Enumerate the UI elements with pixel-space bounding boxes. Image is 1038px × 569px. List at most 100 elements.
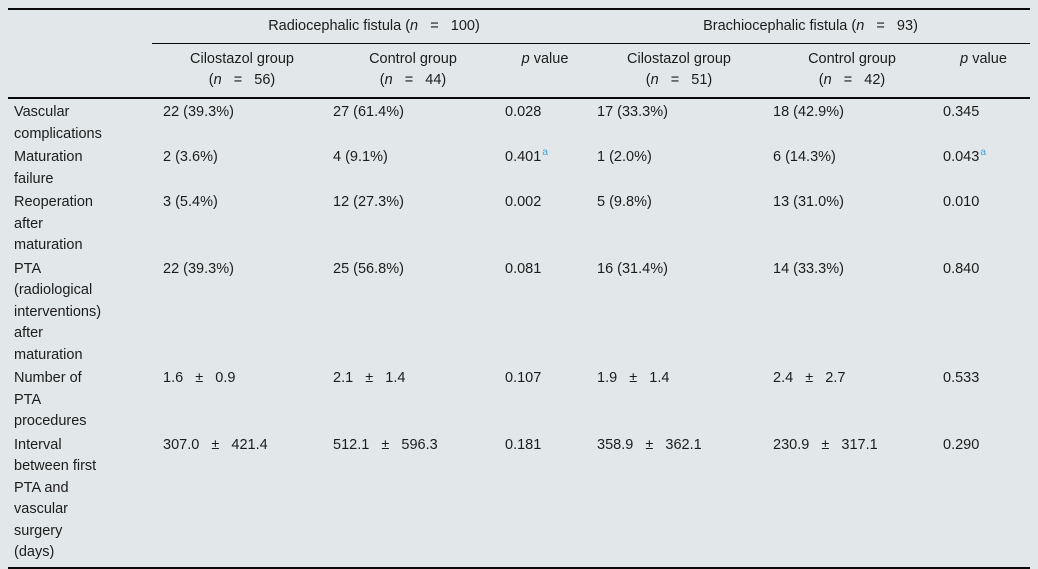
cell-pvalue-bc: 0.533 xyxy=(937,368,1030,390)
p-value: 0.010 xyxy=(943,194,980,210)
header-pvalue-rc: p value xyxy=(499,49,591,91)
empty-header-cell xyxy=(8,49,157,91)
row-label: Number of PTA procedures xyxy=(14,370,87,429)
table-row-maturation-failure: Maturation failure 2 (3.6%) 4 (9.1%) 0.4… xyxy=(8,146,1030,191)
cell-control-bc: 14 (33.3%) xyxy=(773,260,844,277)
cell-pvalue-rc: 0.081 xyxy=(499,259,591,281)
header-n: = 51) xyxy=(658,72,713,88)
cell-control-bc: 6 (14.3%) xyxy=(773,149,836,165)
outcomes-table: Radiocephalic fistula (n = 100) Brachioc… xyxy=(8,8,1030,569)
cell-control-rc: 4 (9.1%) xyxy=(333,149,388,165)
p-value: 0.043 xyxy=(943,149,980,165)
cell-pvalue-rc: 0.002 xyxy=(499,192,591,214)
group-title-text: = 100) xyxy=(418,18,480,34)
p-value: 0.533 xyxy=(943,370,980,386)
header-control-rc: Control group (n = 44) xyxy=(327,49,499,91)
italic-n: n xyxy=(856,18,865,34)
cell-pvalue-rc: 0.181 xyxy=(499,435,591,457)
p-value: 0.081 xyxy=(505,260,542,277)
cell-cilostazol-rc: 22 (39.3%) xyxy=(163,104,234,120)
header-n: = 44) xyxy=(392,72,447,88)
header-text: value xyxy=(968,51,1007,67)
italic-p: p xyxy=(521,51,530,67)
cell-cilostazol-rc: 22 (39.3%) xyxy=(163,260,234,277)
group-header-rule xyxy=(152,43,1030,44)
table-group-header-row: Radiocephalic fistula (n = 100) Brachioc… xyxy=(8,10,1030,43)
italic-n: n xyxy=(823,72,832,88)
header-cilostazol-rc: Cilostazol group (n = 56) xyxy=(157,49,327,91)
header-text: Control group xyxy=(808,51,896,67)
italic-n: n xyxy=(410,18,419,34)
header-pvalue-bc: p value xyxy=(937,49,1030,91)
row-label: Vascular complications xyxy=(14,104,102,142)
table-row-pta-after-maturation: PTA (radiological interventions) after m… xyxy=(8,258,1030,368)
header-n: ( xyxy=(379,72,385,88)
cell-control-bc: 2.4 ± 2.7 xyxy=(773,370,846,386)
p-value: 0.002 xyxy=(505,194,542,210)
column-group-radiocephalic: Radiocephalic fistula (n = 100) xyxy=(157,10,591,43)
row-label: Maturation failure xyxy=(14,149,83,187)
cell-cilostazol-bc: 17 (33.3%) xyxy=(597,104,668,120)
cell-control-bc: 18 (42.9%) xyxy=(773,104,844,120)
header-control-bc: Control group (n = 42) xyxy=(767,49,937,91)
table-row-interval-first-pta-to-surgery: Interval between first PTA and vascular … xyxy=(8,434,1030,565)
row-label: Reoperation after maturation xyxy=(14,194,93,253)
p-value: 0.290 xyxy=(943,436,980,453)
cell-control-rc: 27 (61.4%) xyxy=(333,104,404,120)
italic-n: n xyxy=(650,72,659,88)
cell-pvalue-bc: 0.043a xyxy=(937,147,1030,169)
italic-n: n xyxy=(213,72,222,88)
cell-pvalue-rc: 0.028 xyxy=(499,102,591,124)
group-title-text: = 93) xyxy=(864,18,918,34)
cell-pvalue-bc: 0.345 xyxy=(937,102,1030,124)
cell-cilostazol-bc: 1 (2.0%) xyxy=(597,149,652,165)
cell-cilostazol-rc: 2 (3.6%) xyxy=(163,149,218,165)
cell-cilostazol-rc: 3 (5.4%) xyxy=(163,194,218,210)
group-title-text: Radiocephalic fistula ( xyxy=(268,18,411,34)
cell-control-bc: 13 (31.0%) xyxy=(773,194,844,210)
cell-cilostazol-rc: 1.6 ± 0.9 xyxy=(163,370,236,386)
footnote-marker: a xyxy=(980,146,987,159)
header-cilostazol-bc: Cilostazol group (n = 51) xyxy=(591,49,767,91)
header-n: ( xyxy=(818,72,824,88)
cell-cilostazol-bc: 5 (9.8%) xyxy=(597,194,652,210)
header-n: ( xyxy=(208,72,214,88)
header-text: value xyxy=(529,51,569,67)
cell-control-rc: 25 (56.8%) xyxy=(333,260,404,277)
table-row-vascular-complications: Vascular complications 22 (39.3%) 27 (61… xyxy=(8,101,1030,146)
cell-control-rc: 512.1 ± 596.3 xyxy=(333,436,438,453)
column-group-brachiocephalic: Brachiocephalic fistula (n = 93) xyxy=(591,10,1030,43)
cell-cilostazol-bc: 1.9 ± 1.4 xyxy=(597,370,670,386)
italic-p: p xyxy=(960,51,969,67)
cell-control-rc: 2.1 ± 1.4 xyxy=(333,370,406,386)
cell-pvalue-rc: 0.107 xyxy=(499,368,591,390)
cell-pvalue-bc: 0.010 xyxy=(937,192,1030,214)
cell-pvalue-bc: 0.290 xyxy=(937,435,1030,457)
row-label: Interval between first PTA and vascular … xyxy=(14,436,97,561)
cell-control-rc: 12 (27.3%) xyxy=(333,194,404,210)
header-text: Cilostazol group xyxy=(190,51,294,67)
table-row-reoperation-after-maturation: Reoperation after maturation 3 (5.4%) 12… xyxy=(8,191,1030,258)
italic-n: n xyxy=(384,72,393,88)
cell-pvalue-bc: 0.840 xyxy=(937,259,1030,281)
p-value: 0.840 xyxy=(943,260,980,277)
table-row-number-of-pta-procedures: Number of PTA procedures 1.6 ± 0.9 2.1 ±… xyxy=(8,367,1030,434)
header-text: Control group xyxy=(369,51,457,67)
table-column-header-row: Cilostazol group (n = 56) Control group (n… xyxy=(8,44,1030,99)
p-value: 0.028 xyxy=(505,104,542,120)
p-value: 0.401 xyxy=(505,149,542,165)
p-value: 0.345 xyxy=(943,104,980,120)
p-value: 0.181 xyxy=(505,436,542,453)
cell-cilostazol-bc: 358.9 ± 362.1 xyxy=(597,436,702,453)
header-text: Cilostazol group xyxy=(627,51,731,67)
cell-cilostazol-rc: 307.0 ± 421.4 xyxy=(163,436,268,453)
row-label: PTA (radiological interventions) after m… xyxy=(14,260,102,363)
cell-control-bc: 230.9 ± 317.1 xyxy=(773,436,878,453)
p-value: 0.107 xyxy=(505,370,542,386)
cell-pvalue-rc: 0.401a xyxy=(499,147,591,169)
header-n: = 42) xyxy=(831,72,886,88)
header-n: ( xyxy=(645,72,651,88)
footnote-marker: a xyxy=(542,146,549,159)
